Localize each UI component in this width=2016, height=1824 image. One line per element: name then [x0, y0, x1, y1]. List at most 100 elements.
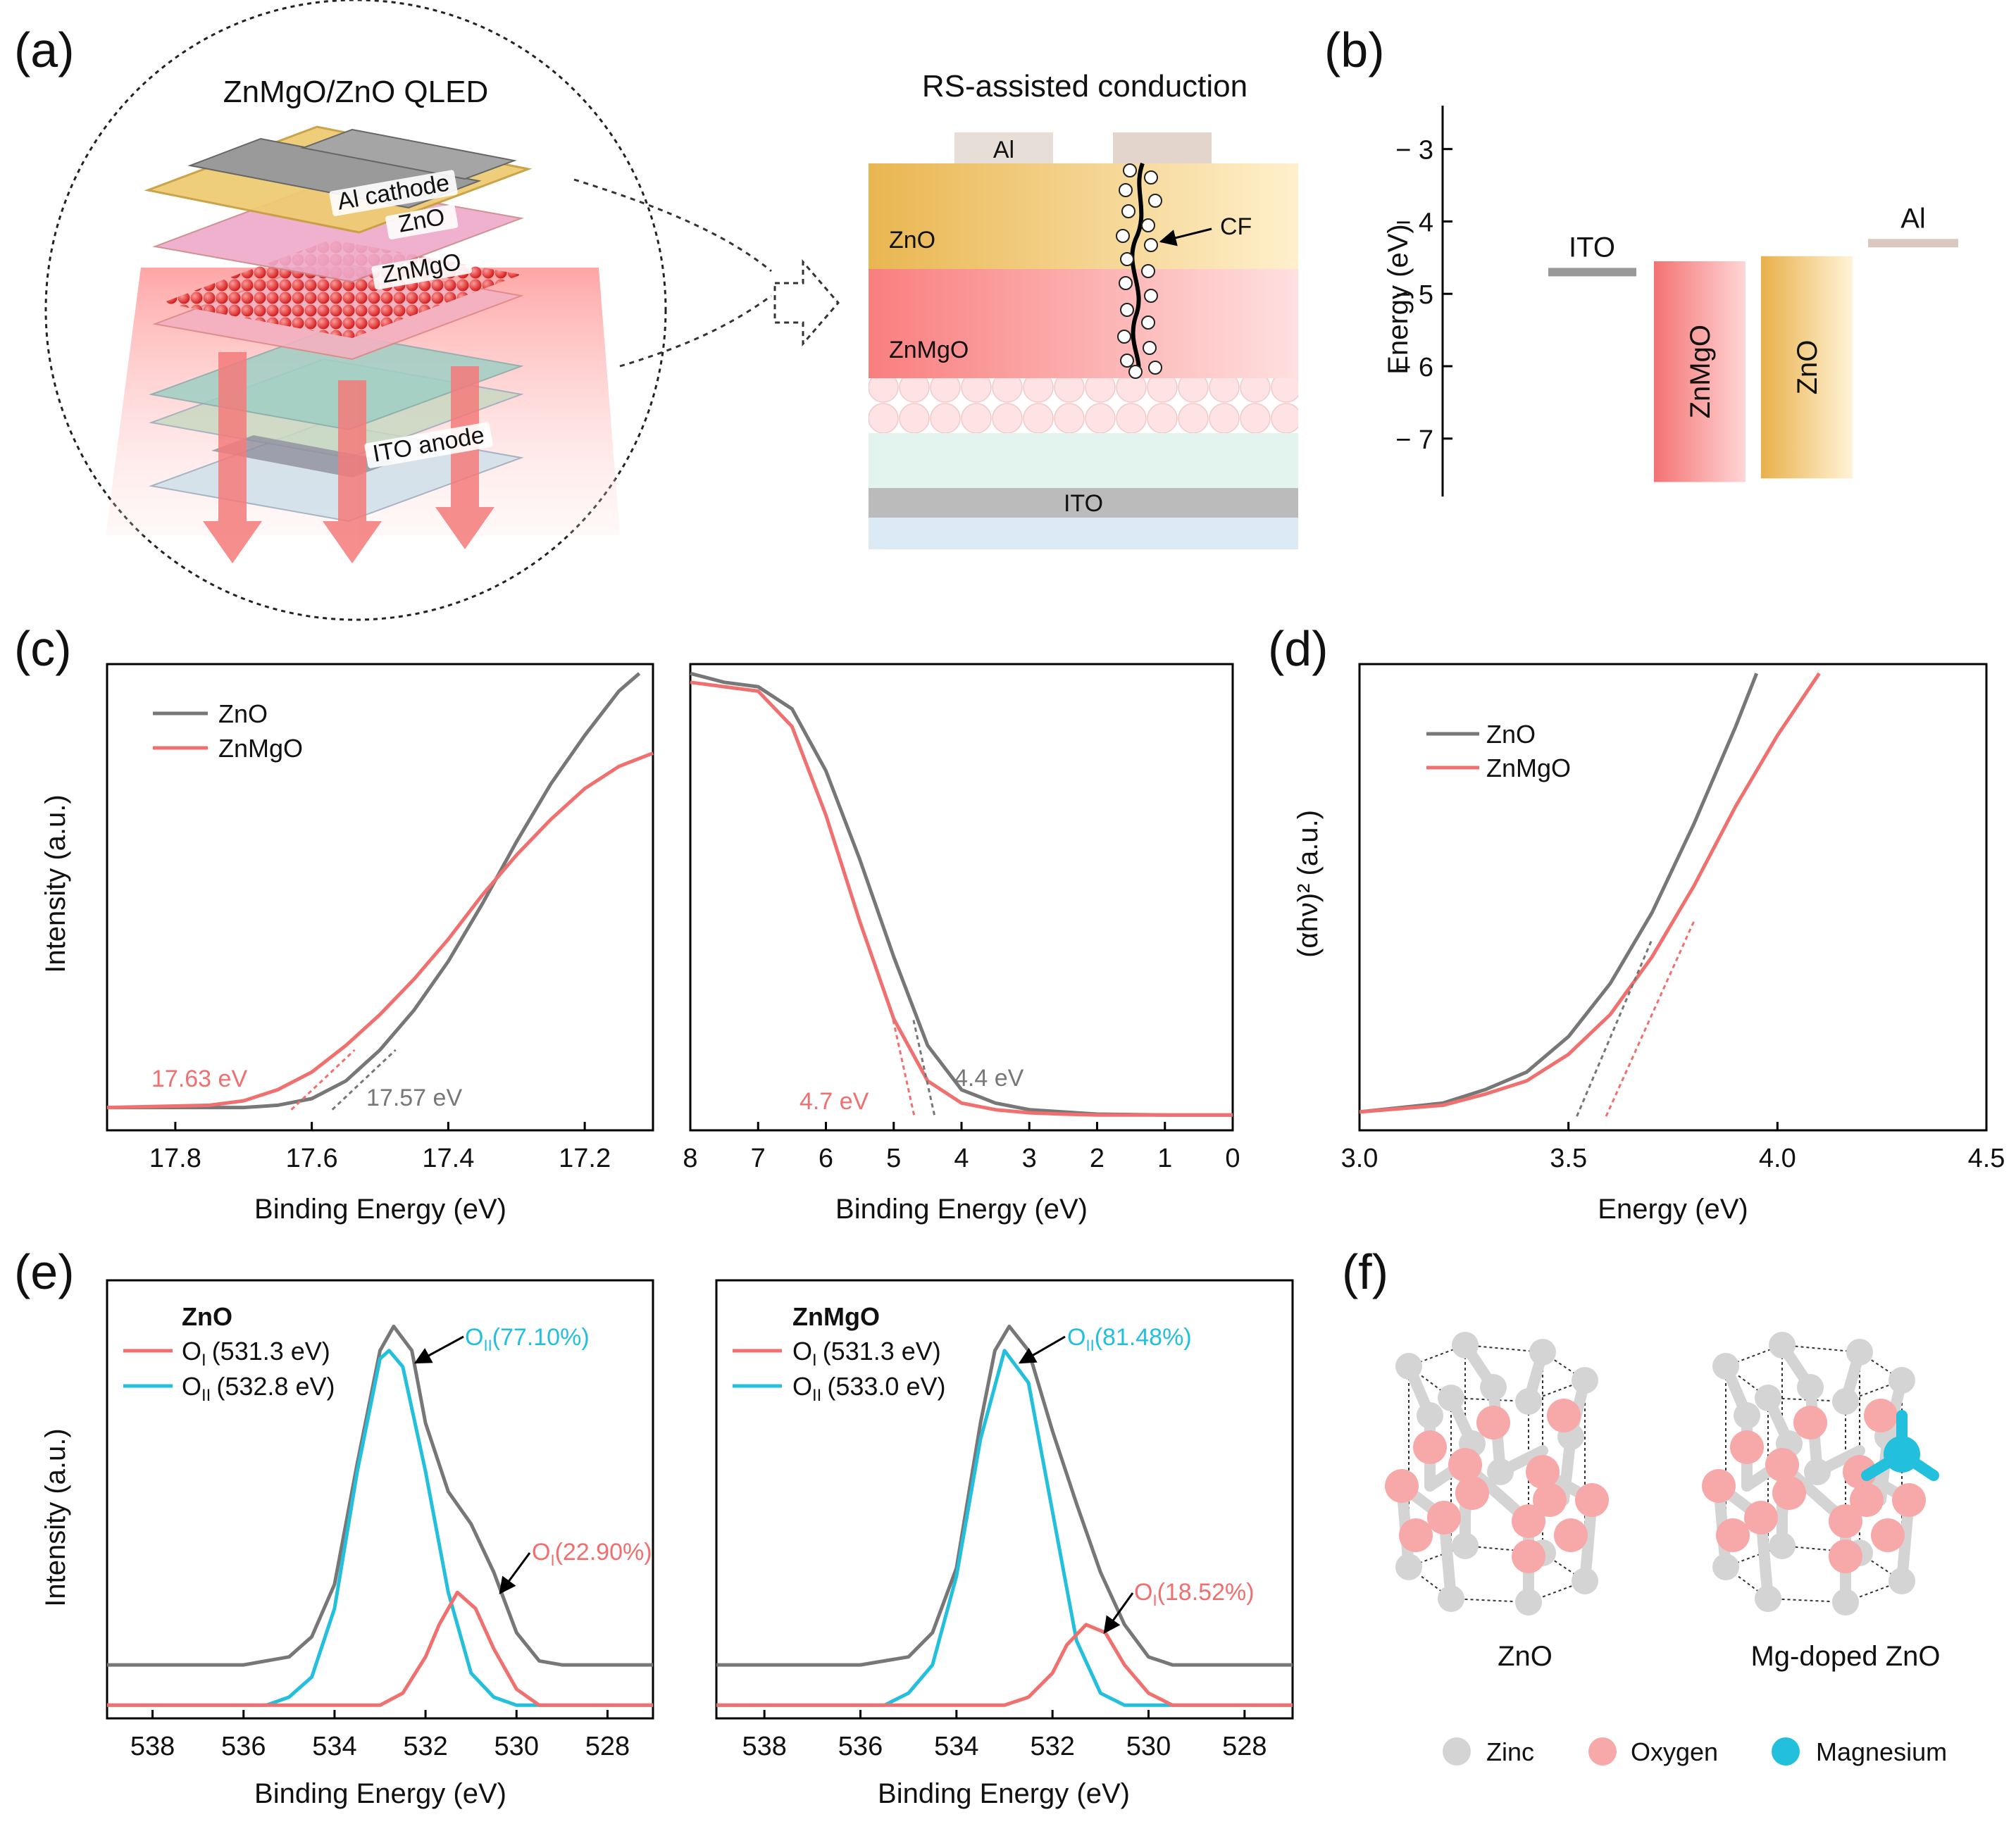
e-left-legend-oii-text: (532.8 eV) — [216, 1372, 335, 1401]
e-right-legend-oi-sub: I — [812, 1351, 817, 1370]
e1-series-o-i — [107, 1590, 653, 1707]
crystal-left-oxygen-atom-0 — [1413, 1430, 1447, 1464]
emission-arrow-1 — [203, 352, 262, 563]
crystal-right-zinc-atom-16 — [1755, 1585, 1781, 1612]
crystal-right-oxygen-atom-13 — [1871, 1518, 1905, 1552]
crystal-right-zinc-atom-6 — [1734, 1402, 1760, 1429]
schematic-ito — [869, 488, 1298, 518]
c-right-x-ticks: 8 7 6 5 4 3 2 1 0 — [683, 1122, 1240, 1173]
label-cf: CF — [1220, 213, 1252, 240]
crystal-left-zinc-atom-9 — [1487, 1458, 1514, 1485]
cf-arrow — [1159, 227, 1212, 246]
d-legend: ZnO ZnMgO — [1426, 720, 1571, 782]
caption-zno: ZnO — [1498, 1641, 1553, 1672]
crystal-right-oxygen-atom-9 — [1772, 1476, 1806, 1510]
crystal-left-oxygen-atom-8 — [1427, 1501, 1461, 1535]
e1-xtick-label-3: 532 — [403, 1732, 447, 1761]
ito-level-label: ITO — [1569, 232, 1615, 263]
panel-b: (b) − 3 − 4 − 5 − 6 − 7 Energy (eV) ITO ZnMg… — [1324, 23, 1958, 496]
c-left-x-ticks: 17.8 17.6 17.4 17.2 — [149, 1122, 611, 1173]
c-left-frame — [106, 663, 654, 1132]
crystal-right-oxygen-atom-2 — [1864, 1399, 1898, 1432]
c-right-curves — [690, 671, 1233, 1117]
crystal-left-zinc-atom-1 — [1452, 1332, 1479, 1358]
crystal-right-zinc-atom-11 — [1712, 1554, 1739, 1580]
crystal-right-oxygen-atom-4 — [1765, 1448, 1799, 1482]
e1-xtick-label-4: 530 — [494, 1732, 539, 1761]
crystal-left-oxygen-atom-7 — [1512, 1504, 1545, 1538]
znmgo-band — [1654, 261, 1746, 482]
c2-xtick-label-6: 2 — [1090, 1144, 1105, 1173]
crystal-right-oxygen-atom-8 — [1744, 1501, 1778, 1535]
schematic-qd-layer — [869, 378, 1298, 433]
e1-xtick-label-5: 528 — [585, 1732, 630, 1761]
panel-f: (f) ZnO Mg-doped ZnO Zinc Oxygen Magnesi… — [1342, 1244, 1947, 1766]
c2-xtick-label-5: 3 — [1022, 1144, 1037, 1173]
crystal-right-oxygen-atom-3 — [1702, 1469, 1736, 1503]
e-right-legend: OI (531.3 eV) OII (533.0 eV) — [733, 1337, 945, 1405]
c1-series-znmgo — [106, 751, 654, 1110]
conductive-filament — [1116, 162, 1162, 379]
c-annot-znmgo: 17.63 eV — [151, 1066, 247, 1092]
c-left-curves — [106, 672, 654, 1111]
c2-xtick-label-4: 4 — [954, 1144, 969, 1173]
crystal-right-oxygen-atom-7 — [1829, 1504, 1862, 1538]
d-x-axis-label: Energy (eV) — [1598, 1194, 1748, 1225]
b-y-axis-label: Energy (eV) — [1383, 224, 1414, 374]
c1-tangent-0 — [290, 1049, 356, 1111]
crystal-right-zinc-atom-3 — [1889, 1367, 1915, 1394]
zno-band-label: ZnO — [1792, 340, 1823, 395]
crystal-left-zinc-atom-16 — [1438, 1585, 1464, 1612]
e-left-legend-oii-sym: O — [182, 1372, 201, 1401]
e-right-annot-oii: OII(81.48%) — [1067, 1324, 1192, 1354]
schematic-glass — [869, 518, 1298, 549]
emission-arrow-3 — [435, 366, 494, 549]
emission-arrows — [203, 352, 494, 563]
e2-series-o-i — [716, 1623, 1293, 1707]
e-right-arrow-oii — [1018, 1335, 1066, 1364]
al-electrode-2 — [300, 128, 517, 180]
e2-xtick-label-2: 534 — [934, 1732, 978, 1761]
crystal-right-zinc-atom-0 — [1712, 1353, 1739, 1380]
crystal-left-oxygen-atom-9 — [1455, 1476, 1489, 1510]
c2-annot-zno: 4.4 eV — [954, 1065, 1024, 1092]
panel-e-label: (e) — [14, 1244, 75, 1299]
e-right-annot-oi-text: (18.52%) — [1157, 1579, 1255, 1606]
crystal-left-zinc-atom-3 — [1572, 1367, 1598, 1394]
d-y-axis-label: (αhν)² (a.u.) — [1293, 810, 1324, 958]
e-left-legend-oi-text: (531.3 eV) — [212, 1337, 330, 1366]
crystal-right-oxygen-atom-10 — [1850, 1483, 1884, 1517]
e1-xtick-label-1: 536 — [221, 1732, 266, 1761]
crystal-left-zinc-atom-14 — [1572, 1568, 1598, 1594]
panel-b-label: (b) — [1324, 23, 1385, 77]
label-schematic-ito: ITO — [1064, 490, 1103, 517]
legend-zinc: Zinc — [1486, 1737, 1534, 1766]
b-ytick-label-0: − 3 — [1395, 136, 1433, 165]
c1-xtick-label-1: 17.6 — [286, 1144, 338, 1173]
crystal-left-zinc-atom-7 — [1480, 1374, 1507, 1401]
ito-level — [1548, 268, 1636, 277]
c-right-x-axis-label: Binding Energy (eV) — [835, 1194, 1088, 1225]
e-right-annot-oii-text: (81.48%) — [1095, 1324, 1192, 1351]
emission-arrow-2 — [323, 380, 382, 563]
e-right-x-axis-label: Binding Energy (eV) — [878, 1778, 1130, 1809]
e2-xtick-label-0: 538 — [742, 1732, 786, 1761]
e-y-axis-label: Intensity (a.u.) — [40, 1428, 71, 1606]
c2-tangent-1 — [912, 1018, 935, 1116]
e-left-annot-oi: OI(22.90%) — [532, 1539, 652, 1569]
zno-band — [1761, 256, 1853, 479]
e-left-x-ticks: 538 536 534 532 530 528 — [130, 1710, 630, 1761]
e-left-plot: 538 536 534 532 530 528 Binding Energy (eV) Z… — [106, 1279, 654, 1809]
dpl-xtick-label-0: 3.0 — [1341, 1144, 1379, 1173]
e-right-annot-oi-sym: O — [1134, 1579, 1152, 1606]
e-left-legend-oi-sub: I — [201, 1351, 206, 1370]
panel-f-label: (f) — [1342, 1244, 1388, 1299]
legend-magnesium: Magnesium — [1816, 1737, 1947, 1766]
dpl-xtick-label-3: 4.5 — [1968, 1144, 2005, 1173]
c1-tangent-1 — [331, 1049, 397, 1111]
e-right-curves — [716, 1324, 1293, 1707]
d-legend-zno: ZnO — [1486, 720, 1536, 749]
crystal-left-oxygen-atom-10 — [1533, 1483, 1567, 1517]
crystal-left-oxygen-atom-13 — [1554, 1518, 1588, 1552]
